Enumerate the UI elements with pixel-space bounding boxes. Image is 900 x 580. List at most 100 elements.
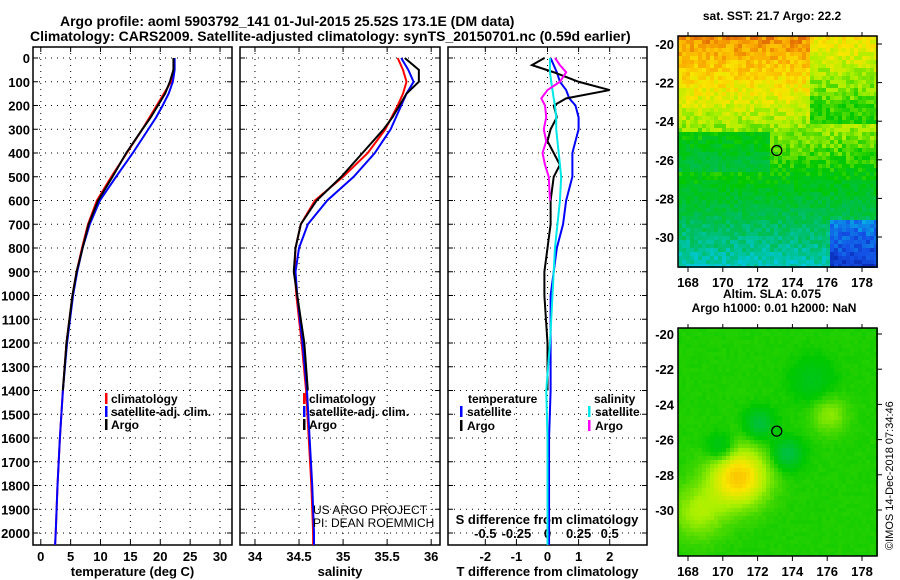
map-pixel xyxy=(874,120,878,124)
map-pixel xyxy=(778,408,782,412)
map-pixel xyxy=(722,232,726,236)
map-pixel xyxy=(750,236,754,240)
map-pixel xyxy=(818,236,822,240)
map-pixel xyxy=(786,172,790,176)
map-pixel xyxy=(702,196,706,200)
map-pixel xyxy=(678,460,682,464)
map-pixel xyxy=(694,132,698,136)
map-pixel xyxy=(818,200,822,204)
map-pixel xyxy=(706,236,710,240)
map-pixel xyxy=(726,380,730,384)
map-pixel xyxy=(754,228,758,232)
map-pixel xyxy=(770,188,774,192)
map-pixel xyxy=(770,392,774,396)
map-pixel xyxy=(766,252,770,256)
map-pixel xyxy=(710,64,714,68)
map-pixel xyxy=(678,336,682,340)
legend-swatch xyxy=(303,393,306,404)
map-pixel xyxy=(822,132,826,136)
map-pixel xyxy=(814,216,818,220)
map-pixel xyxy=(694,436,698,440)
map-pixel xyxy=(834,148,838,152)
map-pixel xyxy=(786,240,790,244)
map-pixel xyxy=(874,328,878,332)
map-pixel xyxy=(726,72,730,76)
map-pixel xyxy=(842,384,846,388)
map-pixel xyxy=(810,464,814,468)
map-pixel xyxy=(762,244,766,248)
map-pixel xyxy=(678,348,682,352)
map-pixel xyxy=(710,220,714,224)
map-pixel xyxy=(810,456,814,460)
map-pixel xyxy=(794,348,798,352)
map-pixel xyxy=(790,220,794,224)
map-pixel xyxy=(730,232,734,236)
map-pixel xyxy=(682,380,686,384)
map-pixel xyxy=(826,376,830,380)
map-pixel xyxy=(710,128,714,132)
map-pixel xyxy=(782,140,786,144)
map-pixel xyxy=(774,80,778,84)
map-pixel xyxy=(834,140,838,144)
map-pixel xyxy=(694,344,698,348)
map-pixel xyxy=(726,400,730,404)
map-pixel xyxy=(826,180,830,184)
map-pixel xyxy=(730,196,734,200)
map-pixel xyxy=(746,244,750,248)
map-pixel xyxy=(738,56,742,60)
map-pixel xyxy=(718,160,722,164)
map-pixel xyxy=(854,196,858,200)
map-pixel xyxy=(694,40,698,44)
map-pixel xyxy=(726,432,730,436)
map-pixel xyxy=(826,340,830,344)
map-pixel xyxy=(818,44,822,48)
map-pixel xyxy=(826,332,830,336)
map-pixel xyxy=(790,64,794,68)
map-pixel xyxy=(818,456,822,460)
map-pixel xyxy=(822,432,826,436)
map-pixel xyxy=(762,72,766,76)
map-pixel xyxy=(802,456,806,460)
map-pixel xyxy=(778,464,782,468)
map-pixel xyxy=(802,208,806,212)
map-pixel xyxy=(702,364,706,368)
map-pixel xyxy=(842,264,846,268)
map-pixel xyxy=(702,128,706,132)
map-pixel xyxy=(734,436,738,440)
map-pixel xyxy=(778,380,782,384)
map-pixel xyxy=(802,84,806,88)
map-pixel xyxy=(750,264,754,268)
map-pixel xyxy=(734,192,738,196)
map-pixel xyxy=(722,72,726,76)
map-pixel xyxy=(730,400,734,404)
map-pixel xyxy=(830,180,834,184)
map-pixel xyxy=(734,132,738,136)
map-pixel xyxy=(726,64,730,68)
map-pixel xyxy=(754,232,758,236)
map-pixel xyxy=(786,384,790,388)
map-pixel xyxy=(806,436,810,440)
map-pixel xyxy=(806,340,810,344)
map-pixel xyxy=(850,192,854,196)
map-pixel xyxy=(734,56,738,60)
map-pixel xyxy=(854,68,858,72)
map-pixel xyxy=(786,140,790,144)
map-pixel xyxy=(866,356,870,360)
map-pixel xyxy=(854,228,858,232)
map-pixel xyxy=(714,236,718,240)
map-pixel xyxy=(874,392,878,396)
map-pixel xyxy=(858,140,862,144)
map-pixel xyxy=(694,224,698,228)
map-pixel xyxy=(686,420,690,424)
map-pixel xyxy=(834,192,838,196)
map-pixel xyxy=(746,252,750,256)
map-pixel xyxy=(754,108,758,112)
map-pixel xyxy=(750,256,754,260)
map-pixel xyxy=(678,80,682,84)
map-pixel xyxy=(734,220,738,224)
map-pixel xyxy=(814,104,818,108)
map-pixel xyxy=(738,196,742,200)
map-pixel xyxy=(734,252,738,256)
map-pixel xyxy=(830,56,834,60)
map-pixel xyxy=(762,252,766,256)
